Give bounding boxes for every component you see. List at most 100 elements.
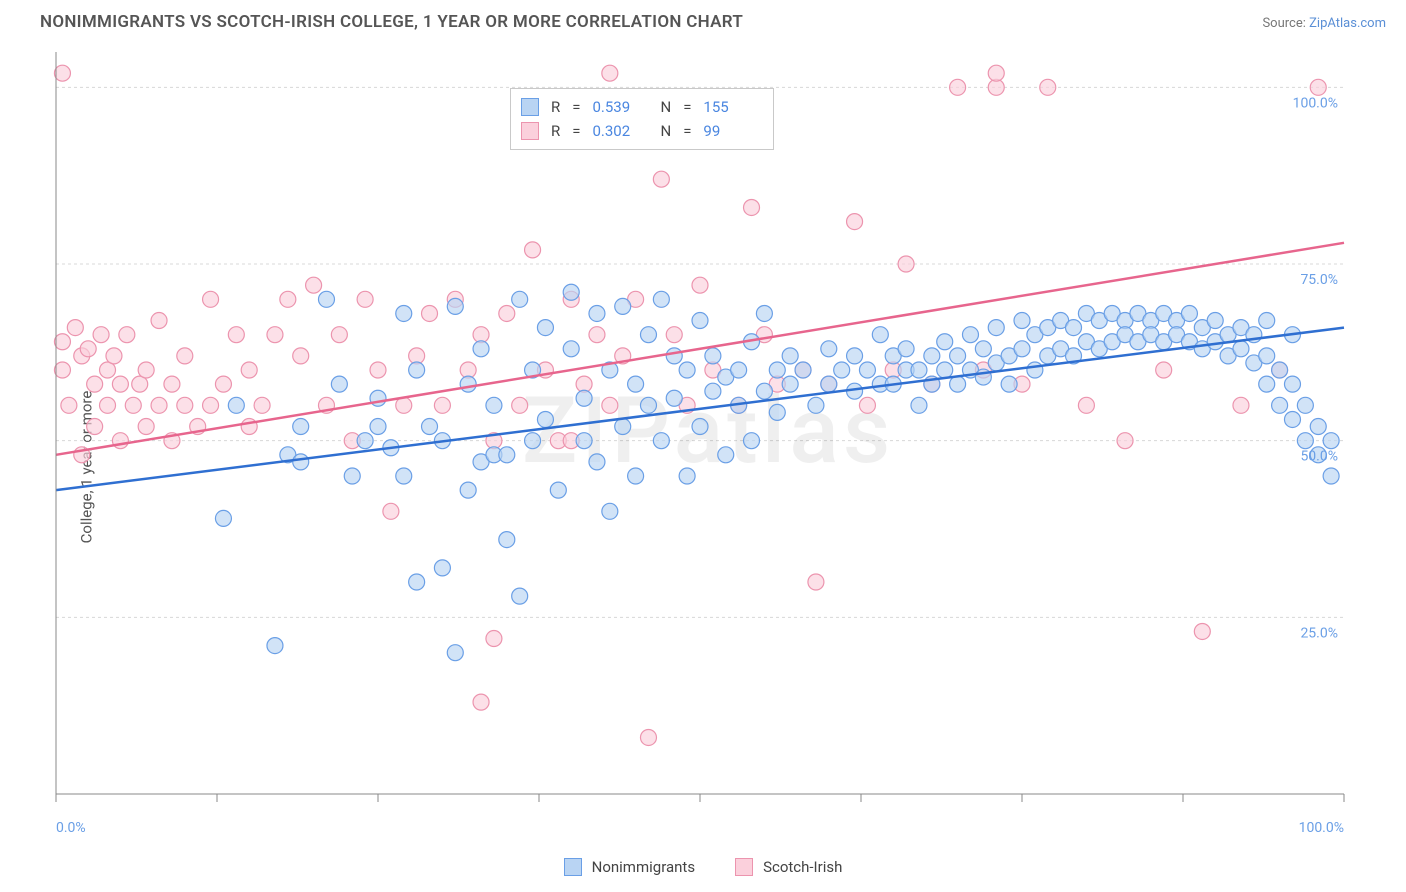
data-point <box>718 447 734 463</box>
r-value-pink: 0.302 <box>592 119 648 143</box>
data-point <box>782 376 798 392</box>
data-point <box>1066 320 1082 336</box>
data-point <box>1040 79 1056 95</box>
data-point <box>177 348 193 364</box>
data-point <box>54 362 70 378</box>
data-point <box>254 397 270 413</box>
data-point <box>422 419 438 435</box>
data-point <box>550 482 566 498</box>
data-point <box>331 327 347 343</box>
data-point <box>1259 348 1275 364</box>
data-point <box>666 348 682 364</box>
data-point <box>1310 419 1326 435</box>
data-point <box>756 305 772 321</box>
data-point <box>872 327 888 343</box>
data-point <box>628 376 644 392</box>
n-letter: N <box>660 95 671 119</box>
legend-row-blue: R = 0.539 N = 155 <box>521 95 759 119</box>
data-point <box>744 433 760 449</box>
data-point <box>370 362 386 378</box>
plot-area: College, 1 year or more ZIPatlas 25.0%50… <box>0 42 1406 892</box>
data-point <box>499 447 515 463</box>
data-point <box>563 284 579 300</box>
data-point <box>1181 305 1197 321</box>
data-point <box>602 503 618 519</box>
data-point <box>1284 376 1300 392</box>
data-point <box>164 376 180 392</box>
data-point <box>898 256 914 272</box>
data-point <box>589 327 605 343</box>
data-point <box>653 433 669 449</box>
data-point <box>54 65 70 81</box>
data-point <box>537 320 553 336</box>
data-point <box>705 348 721 364</box>
data-point <box>67 320 83 336</box>
data-point <box>499 532 515 548</box>
data-point <box>93 327 109 343</box>
legend-row-pink: R = 0.302 N = 99 <box>521 119 759 143</box>
data-point <box>499 305 515 321</box>
data-point <box>1233 341 1249 357</box>
data-point <box>911 397 927 413</box>
data-point <box>821 341 837 357</box>
data-point <box>151 397 167 413</box>
data-point <box>847 348 863 364</box>
data-point <box>61 397 77 413</box>
data-point <box>125 397 141 413</box>
data-point <box>962 327 978 343</box>
data-point <box>924 348 940 364</box>
data-point <box>640 397 656 413</box>
data-point <box>460 482 476 498</box>
source-label: Source: <box>1262 16 1305 31</box>
data-point <box>640 327 656 343</box>
data-point <box>937 362 953 378</box>
data-point <box>808 574 824 590</box>
data-point <box>744 199 760 215</box>
data-point <box>731 362 747 378</box>
data-point <box>898 341 914 357</box>
legend-label-pink: Scotch-Irish <box>763 858 842 876</box>
data-point <box>1284 411 1300 427</box>
data-point <box>756 383 772 399</box>
data-point <box>306 277 322 293</box>
data-point <box>241 362 257 378</box>
data-point <box>847 214 863 230</box>
data-point <box>950 79 966 95</box>
data-point <box>769 362 785 378</box>
data-point <box>615 298 631 314</box>
data-point <box>834 362 850 378</box>
data-point <box>138 362 154 378</box>
legend-swatch-pink-icon <box>735 858 753 876</box>
data-point <box>267 638 283 654</box>
data-point <box>357 433 373 449</box>
data-point <box>447 645 463 661</box>
data-point <box>602 397 618 413</box>
n-value-pink: 99 <box>703 119 759 143</box>
data-point <box>640 729 656 745</box>
data-point <box>106 348 122 364</box>
data-point <box>1014 341 1030 357</box>
data-point <box>1156 362 1172 378</box>
y-tick-label: 75.0% <box>1300 272 1338 288</box>
data-point <box>80 341 96 357</box>
data-point <box>460 376 476 392</box>
scatter-plot-svg: ZIPatlas 25.0%50.0%75.0%100.0% 0.0% 100.… <box>48 42 1388 852</box>
data-point <box>151 313 167 329</box>
data-point <box>383 503 399 519</box>
data-point <box>512 588 528 604</box>
r-value-blue: 0.539 <box>592 95 648 119</box>
source-link[interactable]: ZipAtlas.com <box>1309 16 1386 31</box>
data-point <box>1323 468 1339 484</box>
data-point <box>1323 433 1339 449</box>
data-point <box>87 376 103 392</box>
data-point <box>1297 397 1313 413</box>
data-point <box>615 419 631 435</box>
equals: = <box>572 95 580 119</box>
data-point <box>1001 376 1017 392</box>
data-point <box>228 397 244 413</box>
legend-swatch-blue <box>521 98 539 116</box>
data-point <box>859 362 875 378</box>
data-point <box>486 397 502 413</box>
data-point <box>628 468 644 484</box>
data-point <box>537 411 553 427</box>
